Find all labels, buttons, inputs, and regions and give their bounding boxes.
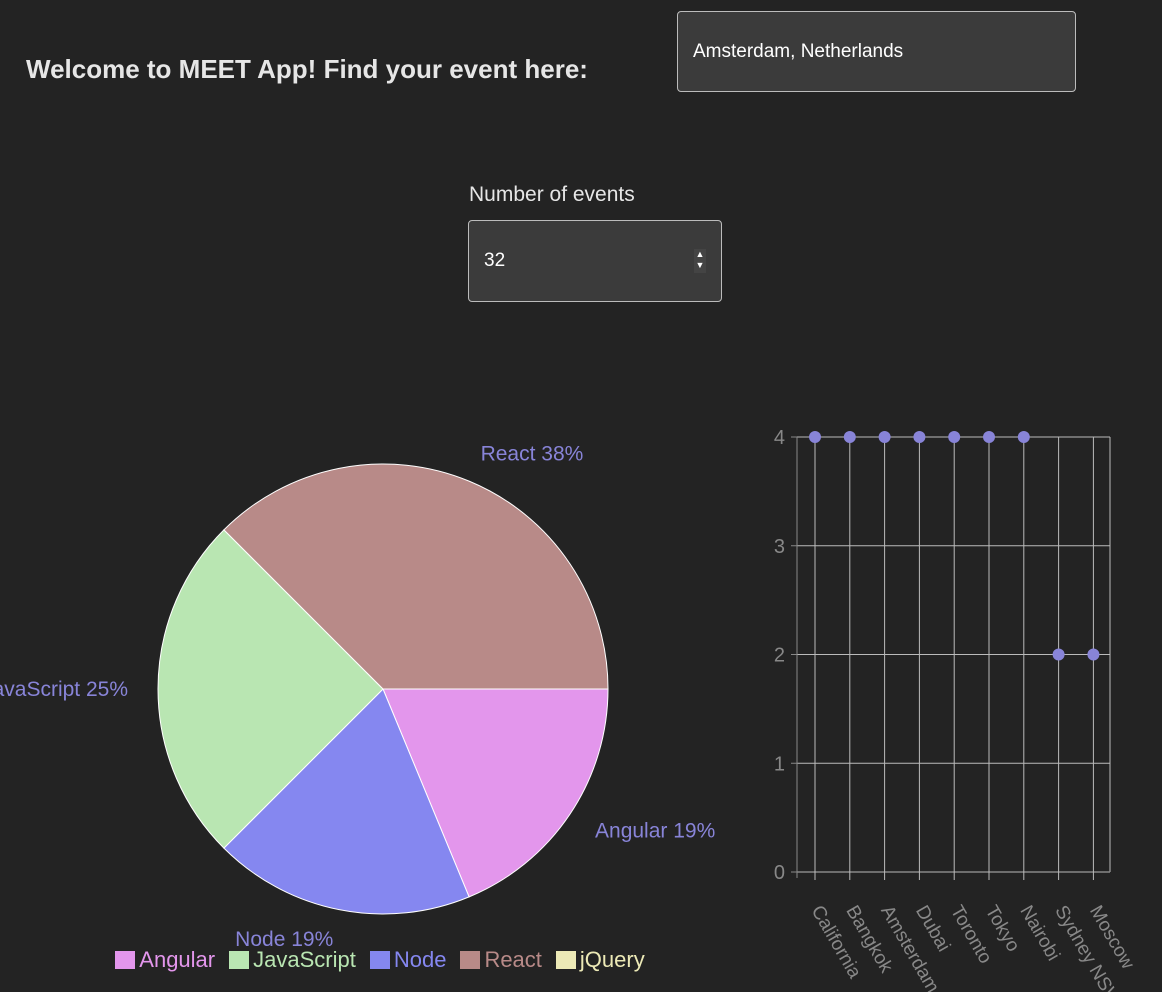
legend-item-angular[interactable]: Angular bbox=[115, 947, 215, 973]
legend-swatch bbox=[555, 951, 576, 969]
number-of-events-label: Number of events bbox=[469, 183, 635, 206]
legend-label: Node bbox=[393, 947, 447, 972]
y-tick-label: 1 bbox=[774, 753, 785, 775]
scatter-point[interactable] bbox=[878, 431, 891, 443]
legend-swatch bbox=[229, 951, 250, 969]
scatter-point[interactable] bbox=[1017, 431, 1030, 443]
pie-label: React 38% bbox=[481, 442, 584, 465]
legend-swatch bbox=[369, 951, 390, 969]
scatter-point[interactable] bbox=[1052, 648, 1065, 661]
legend-label: React bbox=[484, 947, 542, 972]
legend-label: Angular bbox=[139, 947, 216, 972]
pie-label: Node 19% bbox=[235, 928, 333, 951]
scatter-point[interactable] bbox=[913, 431, 926, 443]
legend-label: JavaScript bbox=[253, 947, 356, 972]
legend-label: jQuery bbox=[579, 947, 645, 972]
scatter-point[interactable] bbox=[983, 431, 995, 443]
y-tick-label: 3 bbox=[774, 536, 785, 558]
pie-legend: Angular JavaScript Node React jQuery bbox=[0, 947, 760, 973]
page-title: Welcome to MEET App! Find your event her… bbox=[26, 54, 588, 84]
scatter-point[interactable] bbox=[809, 431, 821, 443]
y-tick-label: 0 bbox=[774, 862, 785, 884]
city-search-input[interactable]: Amsterdam, Netherlands bbox=[677, 11, 1076, 92]
stepper-arrows-icon[interactable]: ▲ ▼ bbox=[694, 249, 706, 273]
city-value: Amsterdam, Netherlands bbox=[693, 40, 904, 62]
legend-item-react[interactable]: React bbox=[460, 947, 542, 973]
number-of-events-input[interactable]: 32 ▲ ▼ bbox=[468, 220, 722, 302]
scatter-point[interactable] bbox=[948, 431, 961, 443]
pie-label: JavaScript 25% bbox=[0, 678, 128, 701]
pie-slice-angular[interactable] bbox=[382, 688, 609, 898]
legend-item-node[interactable]: Node bbox=[369, 947, 447, 973]
scatter-point[interactable] bbox=[843, 431, 856, 443]
scatter-point[interactable] bbox=[1087, 648, 1100, 661]
number-value: 32 bbox=[484, 250, 506, 271]
legend-swatch bbox=[115, 951, 136, 969]
pie-slice-javascript[interactable] bbox=[157, 529, 384, 849]
pie-slice-react[interactable] bbox=[223, 463, 609, 690]
legend-item-jquery[interactable]: jQuery bbox=[555, 947, 645, 973]
pie-label: Angular 19% bbox=[595, 820, 715, 843]
legend-swatch bbox=[460, 951, 481, 969]
y-tick-label: 4 bbox=[774, 427, 785, 449]
legend-item-javascript[interactable]: JavaScript bbox=[229, 947, 356, 973]
y-tick-label: 2 bbox=[774, 645, 785, 667]
pie-slice-node[interactable] bbox=[223, 688, 470, 915]
